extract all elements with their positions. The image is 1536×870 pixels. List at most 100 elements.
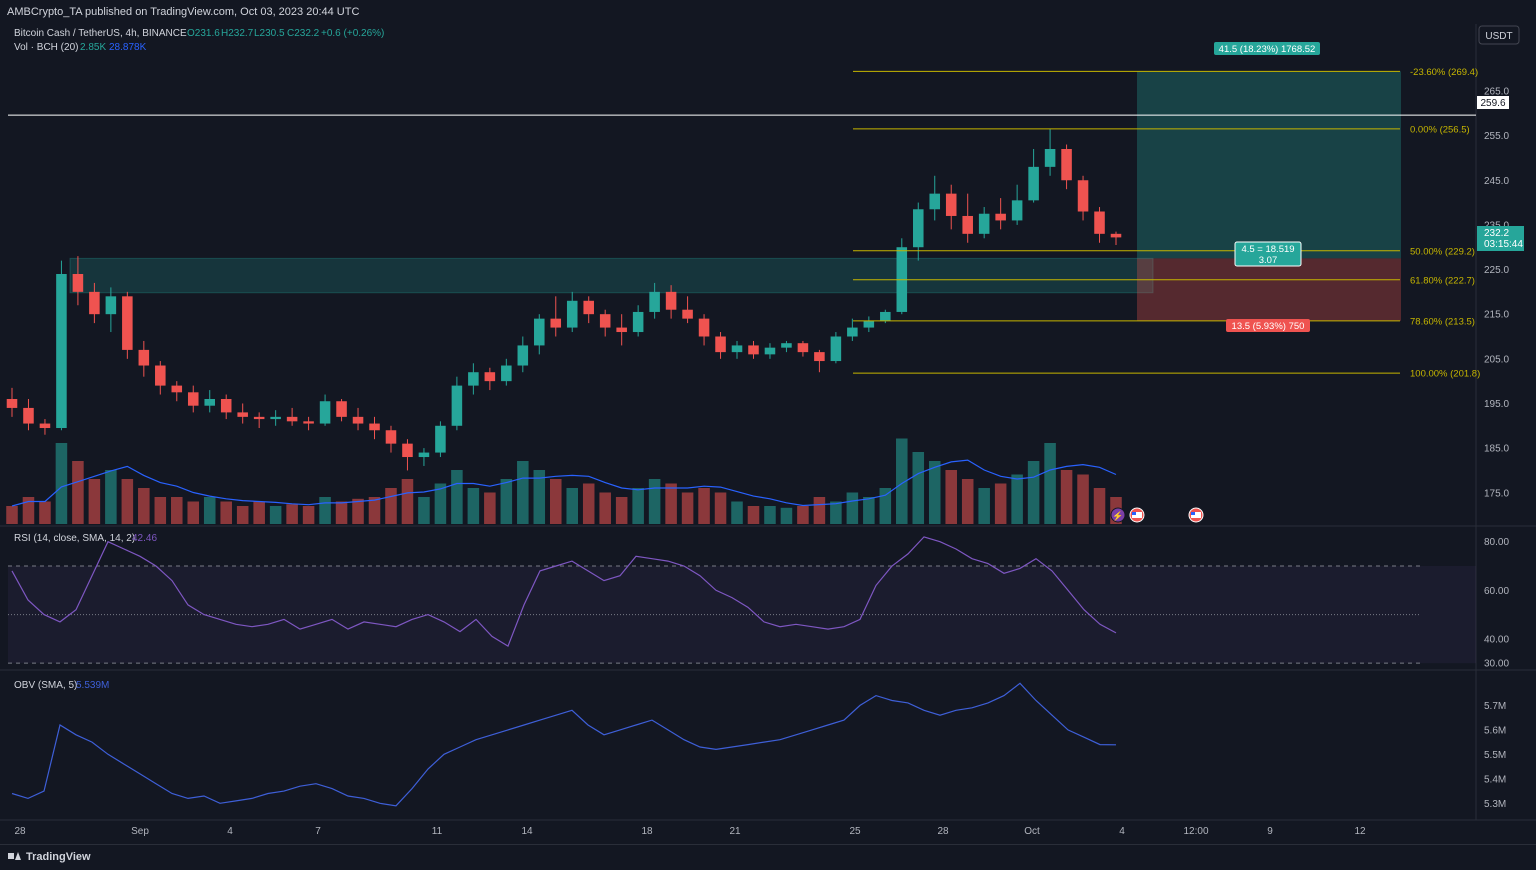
obv-legend: OBV (SMA, 5) 5.539M [14,680,109,691]
current-price-text: 232.2 [1484,228,1509,239]
candle-body [204,399,216,406]
chart-background [0,24,1536,844]
candle-body [1094,211,1105,234]
price-axis-tick: 175.0 [1484,488,1509,499]
volume-bar [615,497,628,524]
volume-label: Vol · BCH (20) [14,42,78,53]
candle-body [220,399,232,413]
volume-bar [813,497,826,524]
footer-bar: TradingView [0,844,1536,870]
main-legend: Bitcoin Cash / TetherUS, 4h, BINANCE O23… [14,28,384,53]
candle-body [847,327,858,337]
volume-bar [187,501,200,524]
volume-bar [830,501,842,524]
stop-label[interactable]: 13.5 (5.93%) 750 [1226,319,1310,332]
tradingview-brand: TradingView [26,851,91,863]
current-price-tag: 232.2 03:15:44 [1477,226,1524,251]
candle-body [731,345,743,353]
volume-bar [978,488,990,524]
candle-body [830,336,842,362]
candle-body [23,407,34,424]
publish-header: AMBCrypto_TA published on TradingView.co… [0,0,1536,24]
time-axis-tick: 25 [849,826,861,837]
volume-value: 2.85K [80,42,106,53]
candle-body [748,345,759,355]
rsi-label: RSI (14, close, SMA, 14, 2) [14,533,135,544]
fib-level-label: 50.00% (229.2) [1410,246,1475,257]
ohlc-high: H232.7 [221,28,254,39]
price-axis-tick: 225.0 [1484,265,1509,276]
volume-bar [269,506,282,524]
ohlc-low: L230.5 [254,28,285,39]
candle-body [929,193,941,210]
volume-bar [352,498,364,524]
candle-body [303,421,314,424]
position-center-label[interactable]: 4.5 = 18.519 3.07 [1234,241,1302,267]
candle-body [978,213,990,234]
candle-body [863,320,875,328]
volume-bar [72,461,84,524]
target-label[interactable]: 41.5 (18.23%) 1768.52 [1214,42,1320,55]
price-axis-tick: 235.0 [1484,220,1509,231]
obv-value: 5.539M [76,680,109,691]
hline-price-tag: 259.6 [1477,96,1509,109]
candle-body [336,401,347,417]
volume-bar [236,506,249,524]
long-stop-zone [1137,258,1401,321]
volume-bar [863,497,875,524]
chart-canvas[interactable]: Bitcoin Cash / TetherUS, 4h, BINANCE O23… [0,24,1536,844]
us-flag-event-icon-2[interactable] [1188,507,1204,523]
currency-button[interactable]: USDT [1478,25,1520,45]
rsi-panel: 80.00 60.00 40.00 30.00 [8,536,1509,670]
rsi-legend: RSI (14, close, SMA, 14, 2) 42.46 [14,533,157,544]
candle-body [764,347,776,355]
volume-bar [764,506,776,524]
candle-body [698,318,710,337]
zones-layer [8,71,1476,321]
volume-bar [879,488,892,524]
candle-body [39,423,51,429]
volume-bar [154,497,167,524]
earnings-event-icon[interactable]: ⚡ [1110,507,1126,523]
obv-axis-tick: 5.6M [1484,725,1506,736]
volume-bar [121,479,134,524]
ohlc-close: C232.2 [287,28,320,39]
candle-body [468,372,479,386]
price-axis-tick: 205.0 [1484,354,1509,365]
candle-body [616,327,627,333]
candle-body [665,291,677,310]
volume-bar [286,504,298,524]
obv-axis-tick: 5.5M [1484,750,1506,761]
candle-body [1011,200,1023,221]
volume-bar [714,492,727,524]
volume-bar [747,506,760,524]
volume-bar [302,506,315,524]
publish-text: AMBCrypto_TA published on TradingView.co… [7,6,360,18]
obv-axis-tick: 5.4M [1484,774,1506,785]
us-flag-event-icon[interactable] [1129,507,1145,523]
candle-body [6,399,18,408]
volume-bar [533,470,546,524]
volume-bar [385,488,397,524]
candle-body [781,343,792,348]
tradingview-logo[interactable]: TradingView [8,851,91,863]
time-axis-tick: 7 [315,826,321,837]
volume-bar [896,438,908,524]
volume-bar [484,492,496,524]
fibonacci-layer: -23.60% (269.4) 0.00% (256.5) 50.00% (229.… [853,67,1480,380]
candle-body [352,416,364,424]
candle-body [122,296,133,350]
volume-bar [582,483,595,524]
volume-bar [451,470,463,524]
volume-bar [681,492,694,524]
volume-bar [912,452,925,524]
candle-body [369,423,380,431]
long-target-zone [1137,71,1401,259]
candle-body [599,314,611,328]
volume-bar [599,492,611,524]
volume-bar [171,497,183,524]
obv-line [11,682,1117,807]
candle-body [155,365,166,386]
candle-body [566,300,578,328]
volume-bar [22,497,35,524]
